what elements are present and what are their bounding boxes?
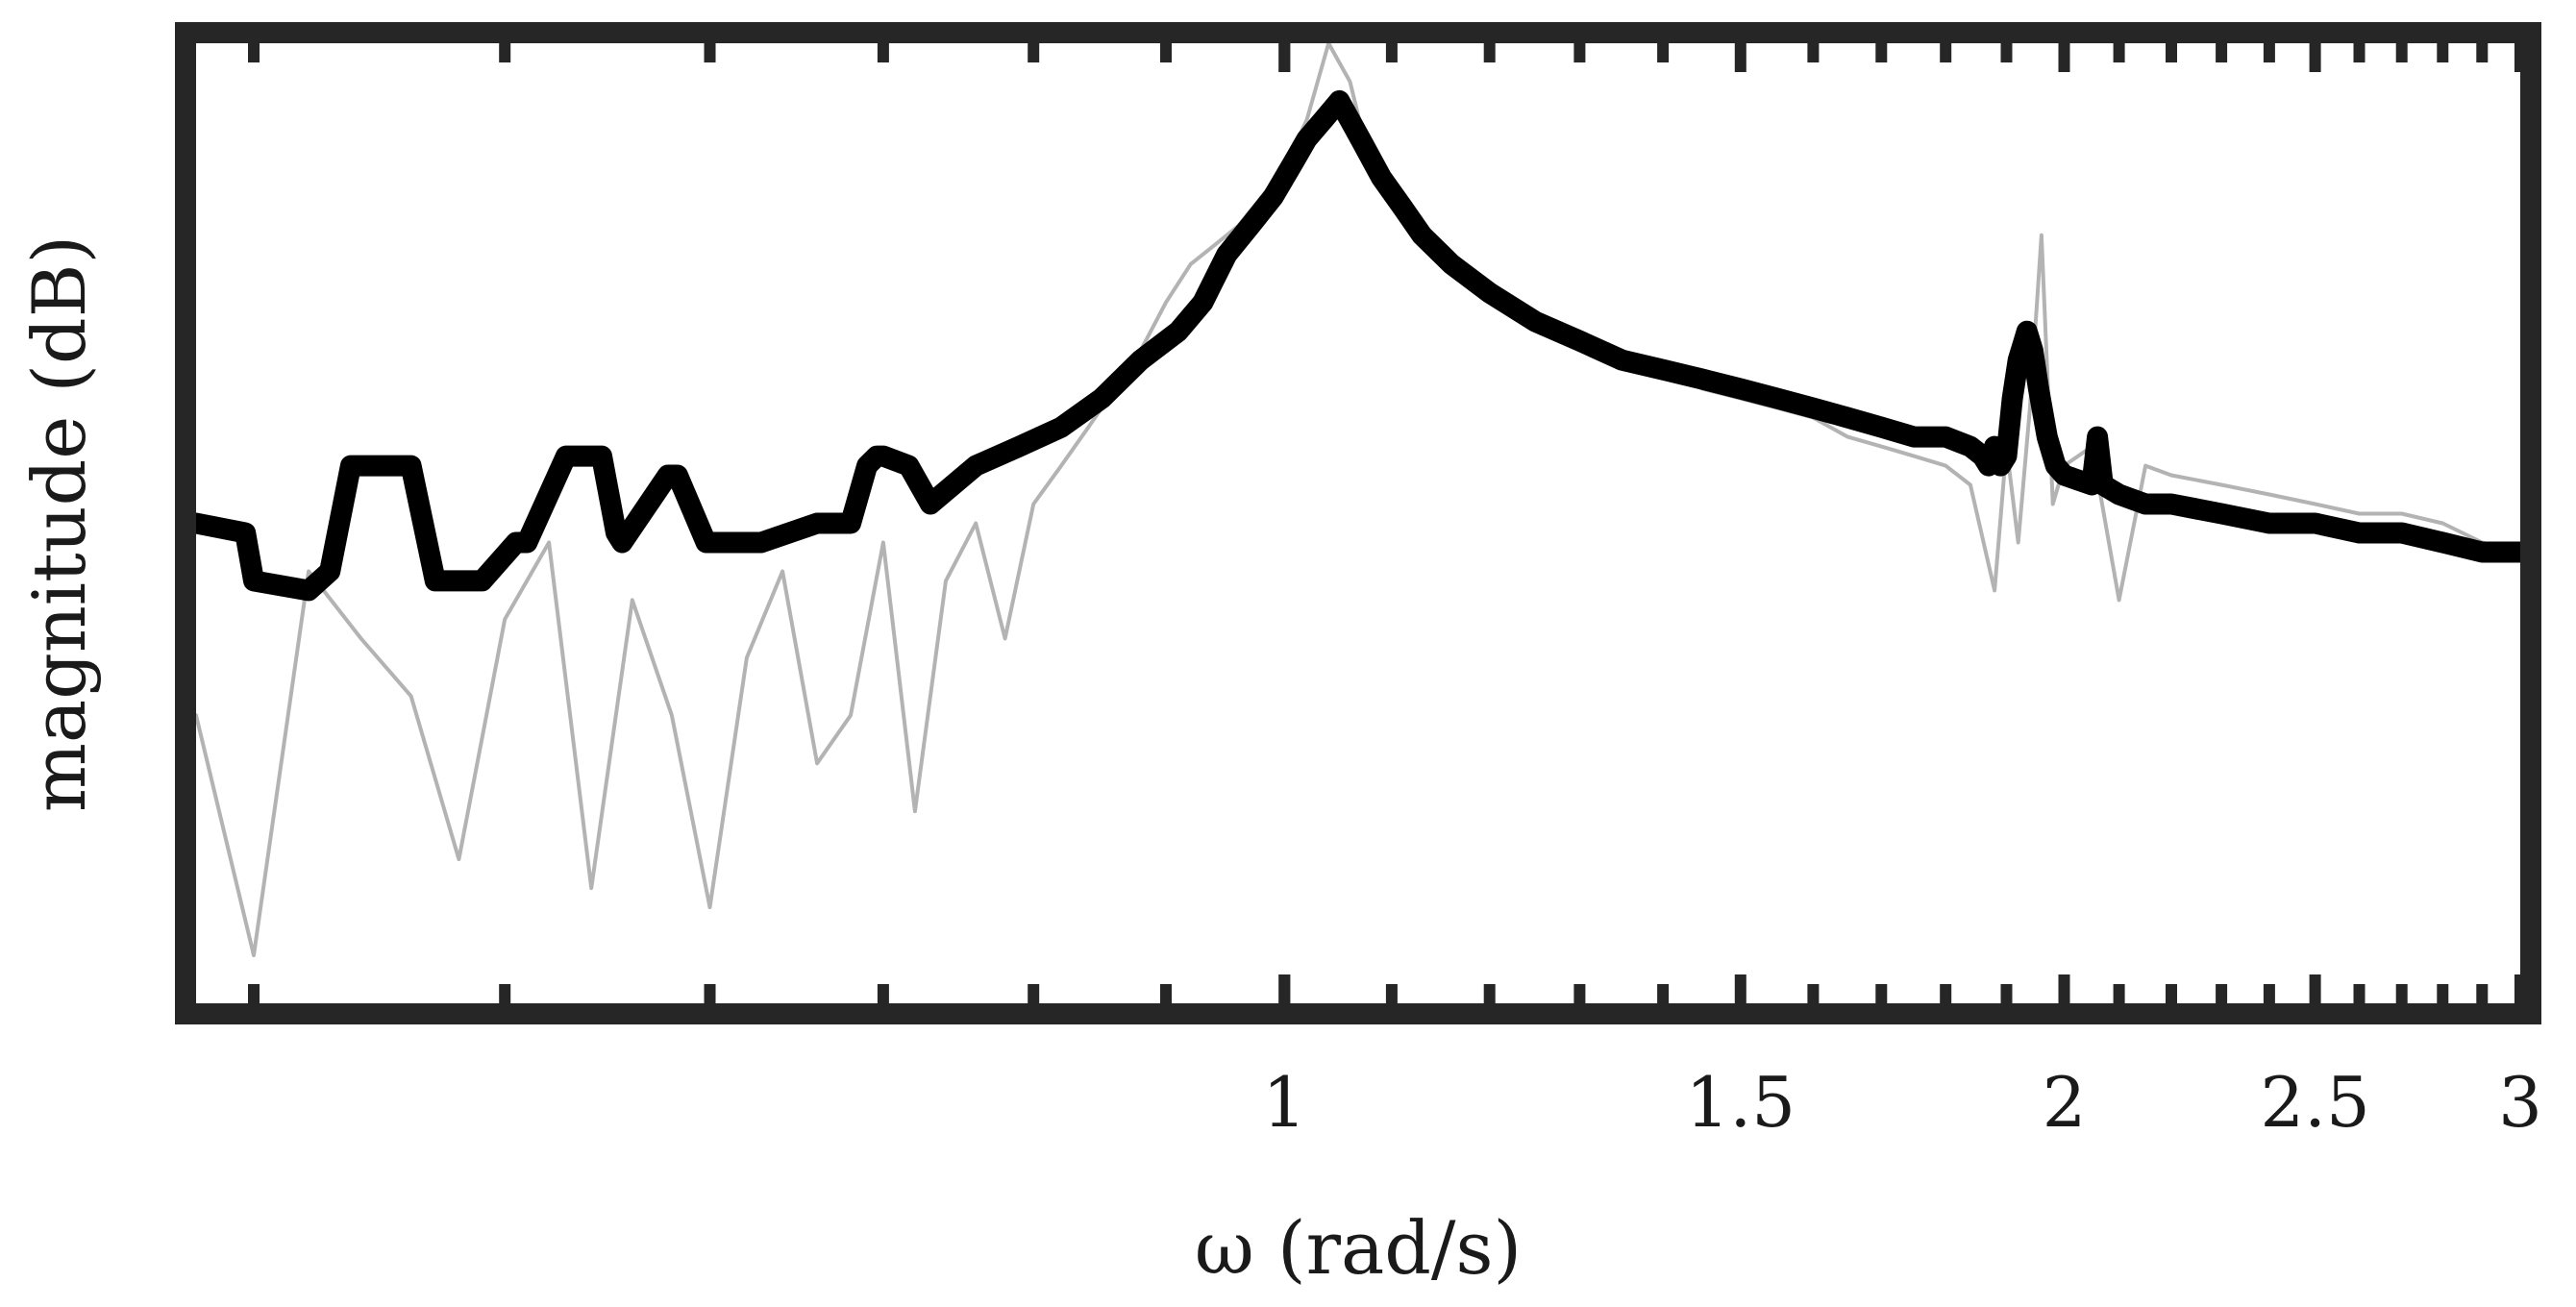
minor-ticks [248,43,2526,1003]
plot-frame [175,22,2541,1024]
series-line-smoothed [186,89,2531,602]
x-tick-label: 2.5 [2260,1062,2370,1143]
x-tick-label: 3 [2498,1062,2542,1143]
x-axis-label: ω (rad/s) [1195,1205,1522,1291]
x-tick-label: 1.5 [1686,1062,1796,1143]
y-axis-label: magnitude (dB) [16,235,102,812]
x-tick-label: 1 [1262,1062,1306,1143]
x-tick-label: 2 [2043,1062,2087,1143]
series-layer [186,41,2531,957]
x-tick-labels: 1 1.5 2 2.5 3 [1262,1062,2542,1143]
